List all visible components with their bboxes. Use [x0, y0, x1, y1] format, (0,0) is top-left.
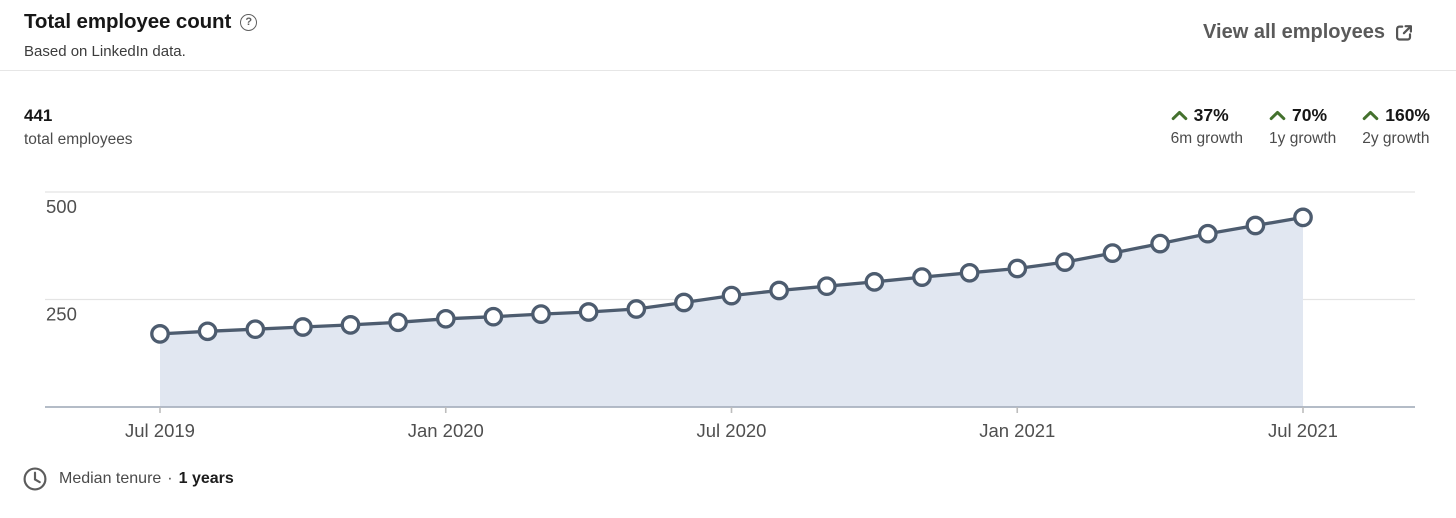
x-axis-label: Jan 2020 — [408, 420, 484, 441]
growth-stat-2y: 160% 2y growth — [1362, 105, 1430, 148]
data-point-marker[interactable] — [626, 299, 647, 319]
total-employees-value: 441 — [24, 106, 53, 125]
data-point-marker[interactable] — [531, 304, 551, 324]
total-employees-label: total employees — [24, 131, 133, 148]
x-axis-label: Jul 2021 — [1268, 420, 1338, 441]
data-point-marker[interactable] — [245, 319, 266, 340]
chevron-up-icon — [1171, 110, 1188, 121]
growth-label: 6m growth — [1170, 130, 1244, 147]
chevron-up-icon — [1269, 110, 1286, 121]
x-axis-label: Jan 2021 — [979, 420, 1055, 441]
header: Total employee count ? Based on LinkedIn… — [24, 10, 258, 60]
data-point-marker[interactable] — [293, 317, 313, 337]
help-icon[interactable]: ? — [240, 13, 258, 31]
data-point-marker[interactable] — [816, 276, 837, 297]
growth-stat-1y: 70% 1y growth — [1269, 105, 1336, 148]
chevron-up-icon — [1362, 110, 1379, 121]
data-point-marker[interactable] — [1102, 243, 1123, 263]
growth-value: 160% — [1385, 105, 1430, 125]
data-point-marker[interactable] — [1055, 252, 1075, 272]
y-axis-label-500: 500 — [46, 196, 77, 217]
data-point-marker[interactable] — [1197, 223, 1218, 244]
data-point-marker[interactable] — [340, 315, 361, 335]
x-axis-label: Jul 2020 — [697, 420, 767, 441]
employee-count-chart: 250 500 Jul 2019 Jan 2020 Jul 2020 Jan 2021 Ju… — [45, 191, 1415, 441]
total-employees-stat: 441 total employees — [24, 106, 133, 149]
median-tenure-label: Median tenure — [59, 470, 162, 487]
separator-dot: · — [167, 470, 173, 487]
data-point-marker[interactable] — [150, 324, 170, 344]
median-tenure-footer: Median tenure · 1 years — [22, 466, 234, 492]
growth-value: 70% — [1292, 105, 1328, 125]
view-all-employees-link[interactable]: View all employees — [1203, 21, 1414, 44]
median-tenure-value: 1 years — [178, 470, 234, 487]
growth-label: 1y growth — [1269, 130, 1337, 147]
external-link-icon — [1394, 23, 1414, 43]
data-point-marker[interactable] — [1245, 215, 1266, 236]
data-point-marker[interactable] — [1007, 258, 1028, 279]
data-point-marker[interactable] — [197, 321, 218, 342]
data-point-marker[interactable] — [769, 280, 789, 301]
data-point-marker[interactable] — [578, 302, 599, 322]
data-point-marker[interactable] — [435, 308, 456, 329]
growth-stats: 37% 6m growth 70% 1y growth 160% 2y grow… — [1171, 105, 1430, 148]
data-point-marker[interactable] — [721, 285, 742, 306]
growth-label: 2y growth — [1362, 130, 1430, 147]
y-axis-label-250: 250 — [46, 304, 77, 325]
data-point-marker[interactable] — [912, 267, 932, 287]
data-point-marker[interactable] — [388, 312, 408, 333]
data-point-marker[interactable] — [959, 262, 980, 283]
x-axis-label: Jul 2019 — [125, 420, 195, 441]
data-point-marker[interactable] — [864, 272, 885, 292]
growth-value: 37% — [1193, 105, 1229, 125]
widget-title: Total employee count — [24, 10, 232, 33]
view-all-label: View all employees — [1203, 21, 1385, 43]
data-point-marker[interactable] — [674, 292, 694, 313]
data-point-marker[interactable] — [1150, 233, 1170, 254]
clock-icon — [22, 466, 48, 492]
data-point-marker[interactable] — [1293, 207, 1313, 228]
data-point-marker[interactable] — [483, 306, 504, 327]
widget-subtitle: Based on LinkedIn data. — [24, 43, 186, 60]
growth-stat-6m: 37% 6m growth — [1171, 105, 1243, 148]
divider — [0, 70, 1456, 71]
area-fill — [160, 217, 1303, 407]
